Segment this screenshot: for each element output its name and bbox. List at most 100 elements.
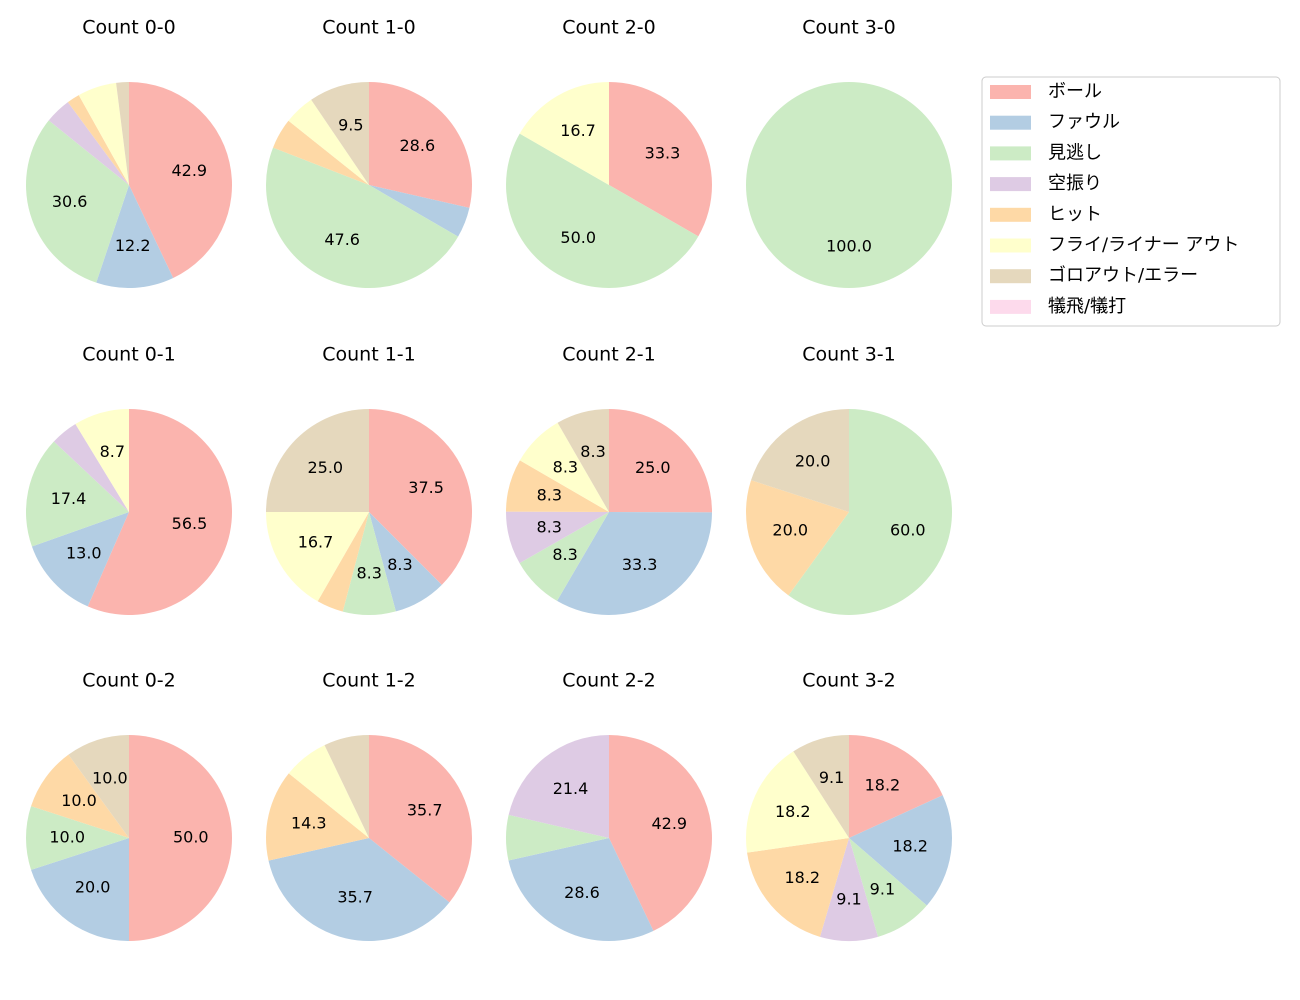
- pie-slice: [506, 460, 609, 512]
- pie-slice: [849, 795, 953, 906]
- value-label: 25.0: [635, 458, 671, 477]
- pie-slice: [369, 82, 472, 208]
- pie-slice: [129, 82, 232, 279]
- value-label: 33.3: [645, 144, 681, 163]
- value-label: 25.0: [307, 458, 343, 477]
- legend-swatch: [990, 146, 1031, 161]
- value-label: 50.0: [560, 228, 596, 247]
- pie-slice: [369, 185, 470, 237]
- value-label: 42.9: [651, 814, 687, 833]
- pie-slice: [75, 409, 129, 512]
- pie-slice: [311, 82, 369, 185]
- value-label: 28.6: [564, 883, 600, 902]
- value-label: 8.3: [580, 442, 605, 461]
- pie-slice: [747, 838, 849, 937]
- legend-swatch: [990, 85, 1031, 99]
- pie-slice: [369, 512, 442, 612]
- chart-title: Count 3-0: [802, 17, 896, 39]
- pie-slice: [342, 512, 396, 615]
- pie-slice: [25, 806, 129, 870]
- pie-slice: [26, 120, 129, 283]
- pie-slice: [557, 409, 609, 512]
- value-label: 21.4: [553, 779, 589, 798]
- value-label: 60.0: [890, 521, 926, 540]
- pie-slice: [746, 751, 849, 853]
- pie-slice: [25, 441, 129, 547]
- chart-title: Count 3-2: [802, 670, 896, 692]
- legend-swatch: [990, 299, 1031, 314]
- pie-slice: [116, 82, 129, 185]
- chart-title: Count 2-0: [562, 17, 656, 39]
- value-label: 10.0: [92, 769, 128, 788]
- legend-label: ボール: [1048, 81, 1102, 102]
- legend-swatch: [990, 115, 1031, 130]
- value-label: 20.0: [795, 452, 831, 471]
- pie-slice: [508, 838, 654, 941]
- legend-label: ゴロアウト/エラー: [1048, 265, 1198, 286]
- pie-slice: [129, 735, 232, 941]
- value-label: 8.3: [552, 545, 577, 564]
- value-label: 18.2: [892, 836, 928, 855]
- pie-slice: [609, 409, 712, 513]
- legend-label: フライ/ライナー アウト: [1048, 235, 1239, 256]
- legend-label: 犠飛/犠打: [1048, 296, 1126, 317]
- pie-slice: [266, 409, 369, 512]
- chart-title: Count 3-1: [802, 344, 896, 366]
- value-label: 33.3: [622, 555, 658, 574]
- pie-slice: [78, 82, 129, 185]
- legend-label: ファウル: [1048, 112, 1120, 133]
- value-label: 10.0: [61, 791, 97, 810]
- value-label: 37.5: [408, 478, 444, 497]
- value-label: 18.2: [865, 776, 901, 795]
- value-label: 42.9: [171, 161, 207, 180]
- legend-swatch: [990, 269, 1031, 284]
- pie-slice: [96, 185, 174, 289]
- chart-title: Count 0-1: [82, 344, 176, 366]
- value-label: 9.5: [338, 115, 363, 134]
- pie-slice: [265, 773, 369, 861]
- value-label: 9.1: [836, 889, 861, 908]
- value-label: 56.5: [172, 514, 208, 533]
- value-label: 18.2: [775, 802, 811, 821]
- legend-box: [981, 76, 1281, 327]
- pie-slice: [324, 735, 369, 838]
- pie-slice: [506, 133, 699, 288]
- value-label: 100.0: [826, 236, 872, 255]
- pie-slice: [273, 120, 369, 185]
- pie-slice: [68, 735, 129, 838]
- value-label: 8.3: [356, 563, 381, 582]
- pie-slice: [793, 735, 849, 838]
- pie-slice: [508, 735, 609, 838]
- legend-swatch: [990, 207, 1031, 222]
- pie-slice: [288, 745, 369, 838]
- value-label: 16.7: [298, 532, 334, 551]
- chart-title: Count 2-2: [562, 670, 656, 692]
- value-label: 35.7: [407, 801, 443, 820]
- value-label: 17.4: [51, 489, 87, 508]
- value-label: 28.6: [400, 136, 436, 155]
- pie-slice: [519, 82, 609, 185]
- pie-slice: [746, 82, 952, 288]
- pie-slice: [288, 99, 369, 185]
- pie-slice: [609, 735, 712, 931]
- value-label: 8.3: [387, 555, 412, 574]
- pie-slice: [506, 814, 609, 861]
- value-label: 8.3: [537, 517, 562, 536]
- pie-slice: [67, 95, 129, 185]
- value-label: 14.3: [291, 814, 327, 833]
- pie-slice: [369, 409, 472, 585]
- pie-slice: [266, 512, 369, 602]
- pie-slice: [369, 735, 473, 903]
- legend-label: ヒット: [1048, 204, 1102, 225]
- value-label: 47.6: [324, 230, 360, 249]
- pie-slice: [87, 409, 233, 616]
- pie-slice: [48, 102, 129, 185]
- legend-swatch: [990, 177, 1031, 192]
- value-label: 12.2: [115, 236, 151, 255]
- pie-slice: [819, 838, 879, 941]
- value-label: 50.0: [173, 828, 209, 847]
- chart-title: Count 0-2: [82, 670, 176, 692]
- pie-slice: [53, 424, 129, 512]
- pie-slice: [31, 754, 129, 838]
